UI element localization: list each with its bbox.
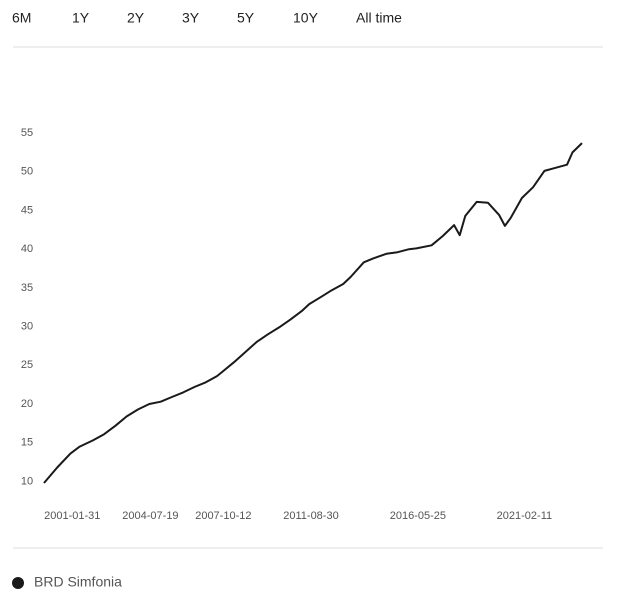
x-tick-label: 2007-10-12 bbox=[195, 510, 251, 522]
x-tick-label: 2004-07-19 bbox=[122, 510, 178, 522]
y-tick-label: 55 bbox=[21, 127, 33, 139]
range-button[interactable]: 5Y bbox=[237, 10, 255, 26]
y-tick-label: 40 bbox=[21, 243, 33, 255]
y-tick-label: 30 bbox=[21, 320, 33, 332]
x-tick-label: 2001-01-31 bbox=[44, 510, 100, 522]
range-button[interactable]: 1Y bbox=[72, 10, 90, 26]
range-button[interactable]: 2Y bbox=[127, 10, 145, 26]
y-tick-label: 25 bbox=[21, 359, 33, 371]
x-tick-label: 2011-08-30 bbox=[283, 510, 338, 522]
y-tick-label: 15 bbox=[21, 437, 33, 449]
y-tick-label: 10 bbox=[21, 475, 33, 487]
range-button[interactable]: 10Y bbox=[293, 10, 319, 26]
series-line bbox=[43, 142, 583, 484]
x-tick-label: 2016-05-25 bbox=[390, 510, 446, 522]
legend-label: BRD Simfonia bbox=[34, 574, 122, 590]
range-button[interactable]: 6M bbox=[12, 10, 31, 26]
y-tick-label: 35 bbox=[21, 282, 33, 294]
y-tick-label: 20 bbox=[21, 398, 33, 410]
x-tick-label: 2021-02-11 bbox=[497, 510, 552, 522]
y-tick-label: 50 bbox=[21, 166, 33, 178]
y-tick-label: 45 bbox=[21, 204, 33, 216]
legend-marker bbox=[12, 577, 24, 589]
range-button[interactable]: All time bbox=[356, 10, 402, 26]
range-button[interactable]: 3Y bbox=[182, 10, 200, 26]
